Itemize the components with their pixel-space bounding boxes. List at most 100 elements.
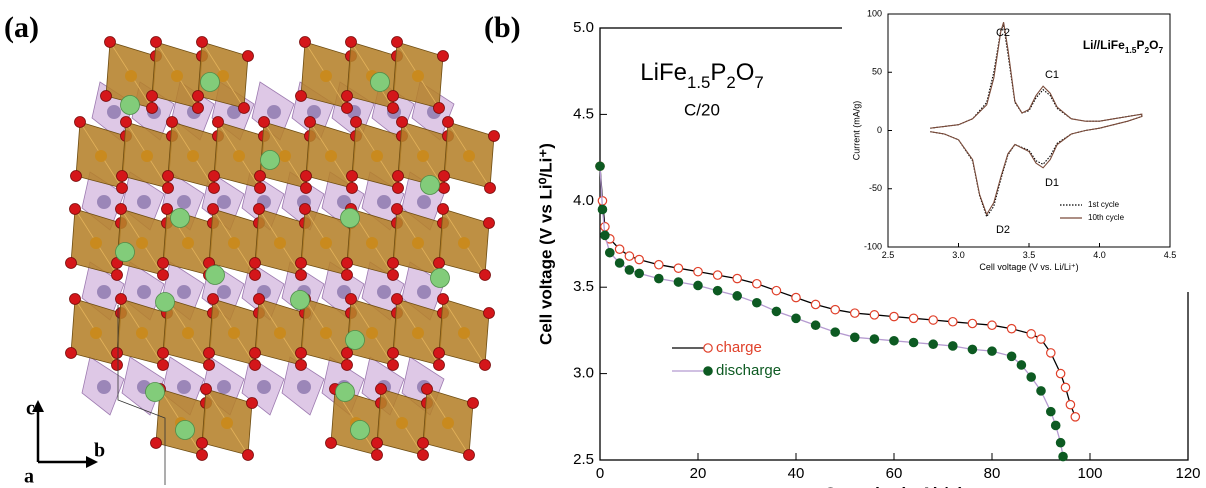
oxygen-atom bbox=[120, 116, 132, 128]
x-axis-label: Capacity (mAh/g) bbox=[824, 484, 964, 488]
oxygen-atom bbox=[295, 347, 307, 359]
p-atom bbox=[417, 285, 431, 299]
oxygen-atom bbox=[208, 170, 220, 182]
data-point bbox=[693, 266, 703, 277]
oxygen-atom bbox=[341, 257, 353, 269]
data-point bbox=[1058, 451, 1068, 462]
fe-atom bbox=[458, 237, 470, 249]
x-tick-label: 80 bbox=[984, 465, 1001, 482]
fe-atom bbox=[182, 327, 194, 339]
peak-label: C1 bbox=[1045, 69, 1059, 81]
oxygen-atom bbox=[467, 397, 479, 409]
data-point bbox=[634, 268, 644, 279]
p-atom bbox=[177, 285, 191, 299]
inset-background bbox=[842, 0, 1206, 292]
li-atom bbox=[340, 208, 360, 228]
fe-atom bbox=[412, 237, 424, 249]
p-atom bbox=[97, 380, 111, 394]
oxygen-atom bbox=[341, 347, 353, 359]
oxygen-atom bbox=[437, 203, 449, 215]
li-atom bbox=[200, 72, 220, 92]
oxygen-atom bbox=[65, 347, 77, 359]
oxygen-atom bbox=[196, 437, 208, 449]
oxygen-atom bbox=[387, 347, 399, 359]
fe-atom bbox=[90, 237, 102, 249]
p-atom bbox=[417, 195, 431, 209]
oxygen-atom bbox=[74, 116, 86, 128]
oxygen-atom bbox=[488, 130, 500, 142]
y-tick-label: 4.0 bbox=[573, 192, 594, 209]
oxygen-atom bbox=[417, 437, 429, 449]
oxygen-atom bbox=[253, 293, 265, 305]
oxygen-atom bbox=[166, 116, 178, 128]
x-tick-label: 100 bbox=[1077, 465, 1102, 482]
legend-label: 1st cycle bbox=[1088, 200, 1120, 209]
data-point bbox=[604, 247, 615, 258]
axes-indicator: c a b bbox=[24, 398, 105, 488]
oxygen-atom bbox=[212, 116, 224, 128]
panel-label: (b) bbox=[484, 11, 521, 44]
oxygen-atom bbox=[346, 170, 358, 182]
x-tick-label: 60 bbox=[886, 465, 903, 482]
axis-letter: a bbox=[24, 466, 34, 488]
fe-atom bbox=[95, 150, 107, 162]
data-point bbox=[693, 280, 703, 291]
data-point bbox=[634, 254, 644, 265]
data-point bbox=[889, 335, 899, 346]
x-tick-label: 4.5 bbox=[1164, 250, 1177, 260]
data-point bbox=[1065, 399, 1076, 410]
unit-cell bbox=[117, 305, 166, 485]
data-point bbox=[1036, 334, 1046, 344]
fe-atom bbox=[141, 150, 153, 162]
p-atom bbox=[227, 105, 241, 119]
chart: 2.5 3.0 3.5 4.0 4.5 -100 -50 0 50 100 Cell voltage… bbox=[842, 0, 1206, 292]
oxygen-atom bbox=[196, 36, 208, 48]
p-atom bbox=[177, 380, 191, 394]
li-atom bbox=[260, 150, 280, 170]
li-atom bbox=[175, 420, 195, 440]
p-atom bbox=[217, 195, 231, 209]
oxygen-atom bbox=[162, 170, 174, 182]
x-tick-label: 120 bbox=[1175, 465, 1200, 482]
peak-label: D1 bbox=[1045, 177, 1059, 189]
data-point bbox=[967, 344, 978, 355]
p-atom bbox=[377, 285, 391, 299]
oxygen-atom bbox=[484, 182, 496, 194]
data-point bbox=[771, 285, 782, 296]
legend-label: 10th cycle bbox=[1088, 213, 1125, 222]
oxygen-atom bbox=[345, 293, 357, 305]
data-point bbox=[869, 310, 880, 320]
oxygen-atom bbox=[371, 449, 383, 461]
oxygen-atom bbox=[116, 170, 128, 182]
arrow-head bbox=[86, 456, 98, 468]
p-atom bbox=[137, 195, 151, 209]
fe-atom bbox=[182, 237, 194, 249]
oxygen-atom bbox=[483, 217, 495, 229]
oxygen-atom bbox=[392, 170, 404, 182]
oxygen-atom bbox=[246, 397, 258, 409]
fe-atom bbox=[171, 70, 183, 82]
data-point bbox=[1046, 348, 1056, 358]
data-point bbox=[673, 277, 684, 287]
oxygen-atom bbox=[421, 383, 433, 395]
oxygen-atom bbox=[115, 203, 127, 215]
fe-atom bbox=[320, 327, 332, 339]
data-point bbox=[791, 292, 801, 303]
oxygen-atom bbox=[111, 269, 123, 281]
li-atom bbox=[170, 208, 190, 228]
oxygen-atom bbox=[300, 170, 312, 182]
oxygen-atom bbox=[371, 437, 383, 449]
data-point bbox=[1006, 323, 1017, 334]
p-atom bbox=[217, 285, 231, 299]
fe-atom bbox=[274, 237, 286, 249]
y-tick-label: 3.0 bbox=[573, 365, 594, 382]
oxygen-atom bbox=[295, 359, 307, 371]
oxygen-atom bbox=[100, 90, 112, 102]
data-point bbox=[1055, 368, 1066, 379]
p-atom bbox=[177, 195, 191, 209]
y-tick-label: 3.5 bbox=[573, 278, 594, 295]
oxygen-atom bbox=[249, 257, 261, 269]
data-point bbox=[1046, 406, 1056, 417]
oxygen-atom bbox=[433, 257, 445, 269]
oxygen-atom bbox=[341, 269, 353, 281]
